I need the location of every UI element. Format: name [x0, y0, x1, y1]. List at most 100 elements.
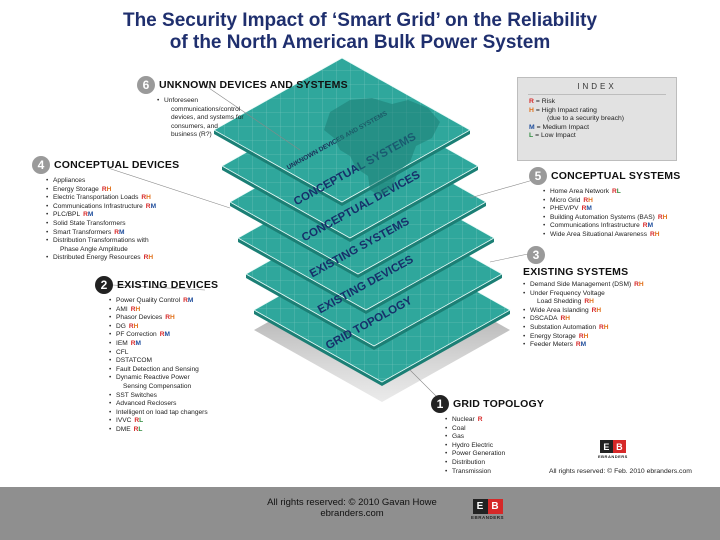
section-title: EXISTING DEVICES — [117, 279, 219, 291]
index-text: = Medium Impact — [536, 123, 589, 131]
item-text: Wide Area Islanding — [530, 306, 589, 314]
index-code: M — [529, 123, 535, 131]
footer-ebranders-logo: E B EBRANDERS — [471, 499, 504, 520]
item-text: consumers, and — [171, 122, 218, 130]
item-text: Under Frequency Voltage — [530, 289, 605, 297]
title-line-2: of the North American Bulk Power System — [169, 32, 551, 53]
item-text: IVVC — [116, 417, 132, 425]
list-item: business (R?) — [157, 131, 348, 140]
section-conceptual-systems: 5 CONCEPTUAL SYSTEMS Home Area NetworkRL… — [529, 167, 680, 240]
impact-rating-tag: RH — [650, 230, 660, 238]
item-text: Gas — [452, 433, 465, 441]
footer-line-2: ebranders.com — [320, 508, 384, 519]
footer-credit: All rights reserved: © 2010 Gavan Howe e… — [252, 497, 452, 519]
impact-rating-tag: RH — [101, 185, 112, 193]
list-item: CFL — [109, 349, 218, 358]
impact-rating-tag: RM — [159, 331, 170, 339]
index-entry: H = High Impact rating — [529, 107, 676, 116]
impact-rating-tag: RH — [657, 213, 668, 221]
item-text: Phasor Devices — [116, 314, 163, 322]
item-text: Sensing Compensation — [123, 382, 192, 390]
section-number-badge: 2 — [95, 276, 113, 294]
list-item: Dynamic Reactive Power — [109, 374, 218, 383]
item-text: PF Correction — [116, 331, 157, 339]
section-number-badge: 1 — [431, 395, 449, 413]
item-list: Unforeseencommunications/controldevices,… — [137, 97, 348, 140]
impact-rating-tag: RM — [145, 202, 157, 210]
logo-letter-b: B — [487, 499, 503, 514]
section-existing-devices: 2 EXISTING DEVICES Power Quality Control… — [95, 276, 218, 435]
list-item: Phase Angle Amplitude — [46, 246, 179, 255]
north-america-map — [324, 98, 440, 196]
impact-rating-tag: RH — [578, 332, 589, 340]
item-text: Smart Transformers — [53, 228, 112, 236]
item-text: Load Shedding — [537, 298, 582, 306]
item-text: Nuclear — [452, 416, 475, 423]
list-item: Fault Detection and Sensing — [109, 366, 218, 375]
list-item: Distribution Transformations with — [46, 237, 179, 246]
list-item: Solid State Transformers — [46, 220, 179, 229]
item-text: Building Automation Systems (BAS) — [550, 213, 655, 221]
footer-bar: All rights reserved: © 2010 Gavan Howe e… — [0, 487, 720, 540]
list-item: Demand Side Management (DSM)RH — [523, 281, 644, 290]
item-text: Electric Transportation Loads — [53, 194, 139, 202]
footer-line-1: All rights reserved: © 2010 Gavan Howe — [267, 497, 437, 508]
list-item: SST Switches — [109, 392, 218, 401]
list-item: Intelligent on load tap changers — [109, 409, 218, 418]
page-title: The Security Impact of ‘Smart Grid’ on t… — [0, 10, 720, 54]
list-item: Hydro Electric — [445, 442, 544, 451]
item-text: business (R?) — [171, 131, 212, 139]
index-code: L — [529, 132, 534, 140]
item-text: PHEV/PV — [550, 205, 579, 213]
impact-rating-tag: RH — [584, 298, 594, 306]
index-entry: (due to a security breach) — [529, 115, 676, 124]
impact-rating-tag: RM — [183, 297, 194, 304]
item-text: Appliances — [53, 177, 86, 184]
index-code: H — [529, 106, 534, 114]
item-text: Hydro Electric — [452, 441, 494, 449]
item-text: Energy Storage — [53, 185, 99, 193]
section-number-badge: 5 — [529, 167, 547, 185]
index-code: R — [529, 98, 534, 105]
impact-rating-tag: RM — [114, 228, 125, 236]
item-text: Distribution Transformations with — [53, 237, 149, 245]
item-text: SST Switches — [116, 391, 157, 399]
section-title: CONCEPTUAL DEVICES — [54, 159, 180, 171]
item-list: AppliancesEnergy StorageRHElectric Trans… — [32, 177, 179, 263]
impact-rating-tag: RH — [143, 254, 154, 262]
item-text: Communications Infrastructure — [53, 202, 143, 210]
impact-rating-tag: RL — [133, 425, 143, 433]
impact-rating-tag: R — [477, 416, 483, 423]
section-number-badge: 3 — [527, 246, 545, 264]
item-list: Home Area NetworkRLMicro GridRHPHEV/PVRM… — [529, 188, 680, 240]
section-number-badge: 6 — [137, 76, 155, 94]
section-grid-topology: 1 GRID TOPOLOGY NuclearRCoalGasHydro Ele… — [431, 395, 544, 476]
item-text: Solid State Transformers — [53, 219, 126, 227]
ebranders-logo: E B EBRANDERS — [598, 440, 628, 459]
list-item: Gas — [445, 433, 544, 442]
impact-rating-tag: RM — [575, 341, 587, 349]
index-entry: R = Risk — [529, 98, 676, 107]
item-text: DME — [116, 425, 131, 433]
index-text: = Low Impact — [535, 132, 576, 140]
list-item: Transmission — [445, 468, 544, 477]
section-conceptual-devices: 4 CONCEPTUAL DEVICES AppliancesEnergy St… — [32, 156, 179, 263]
list-item: Appliances — [46, 177, 179, 186]
logo-letter-b: B — [612, 440, 626, 453]
list-item: devices, and systems for — [157, 114, 348, 123]
item-list: Demand Side Management (DSM)RHUnder Freq… — [523, 281, 644, 350]
